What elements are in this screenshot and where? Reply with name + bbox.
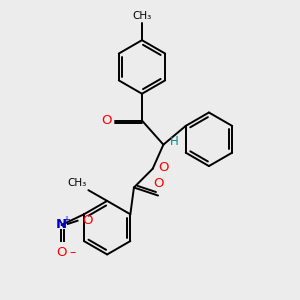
- Text: O: O: [82, 214, 93, 227]
- Text: CH₃: CH₃: [68, 178, 87, 188]
- Text: N: N: [56, 218, 67, 232]
- Text: O: O: [153, 177, 163, 190]
- Text: CH₃: CH₃: [132, 11, 152, 21]
- Text: –: –: [69, 246, 75, 260]
- Text: H: H: [170, 136, 178, 148]
- Text: O: O: [56, 246, 67, 260]
- Text: O: O: [158, 161, 169, 174]
- Text: O: O: [101, 114, 111, 127]
- Text: +: +: [62, 214, 70, 225]
